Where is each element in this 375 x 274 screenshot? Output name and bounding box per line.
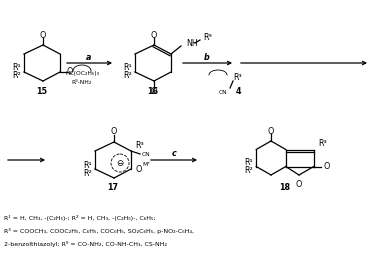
Text: R³: R³ (233, 73, 242, 82)
Text: R¹: R¹ (244, 158, 253, 167)
Text: b: b (204, 53, 210, 61)
Text: 15: 15 (36, 87, 48, 96)
Text: ⊖: ⊖ (116, 158, 124, 167)
Text: O: O (151, 30, 157, 39)
Text: R³ = COOCH₃, COOC₂H₅, C₆H₅, COC₆H₅, SO₂C₆H₅, p-NO₂-C₆H₄,: R³ = COOCH₃, COOC₂H₅, C₆H₅, COC₆H₅, SO₂C… (4, 228, 194, 234)
Text: O: O (296, 180, 302, 189)
Text: R²: R² (12, 72, 21, 81)
Text: R²: R² (244, 166, 253, 175)
Text: O: O (40, 30, 46, 39)
Text: R¹: R¹ (123, 64, 132, 73)
Text: 16: 16 (147, 87, 159, 96)
Text: R²: R² (83, 169, 92, 178)
Text: R⁹-NH₂: R⁹-NH₂ (72, 81, 92, 85)
Text: R¹ = H, CH₃, -(C₂H₅)-; R² = H, CH₃, -(C₂H₅)-, C₆H₅;: R¹ = H, CH₃, -(C₂H₅)-; R² = H, CH₃, -(C₂… (4, 215, 156, 221)
Text: 18: 18 (279, 184, 291, 193)
Text: CN: CN (142, 153, 151, 158)
Text: R¹: R¹ (83, 161, 92, 170)
Text: NH: NH (186, 39, 198, 48)
Text: R³: R³ (318, 139, 327, 148)
Text: 17: 17 (108, 184, 118, 193)
Text: R³: R³ (135, 141, 144, 150)
Text: c: c (172, 150, 176, 158)
Text: O: O (67, 67, 73, 76)
Text: 4: 4 (236, 87, 242, 96)
Text: O: O (268, 127, 274, 136)
Text: CN: CN (218, 90, 227, 95)
Text: a: a (86, 53, 92, 61)
Text: M⁺: M⁺ (142, 161, 150, 167)
Text: O: O (111, 127, 117, 136)
Text: O: O (324, 162, 330, 171)
Text: R²: R² (123, 72, 132, 81)
Text: O: O (151, 87, 157, 96)
Text: O: O (135, 165, 141, 175)
Text: R⁹: R⁹ (203, 33, 212, 41)
Text: 2-benzolthiazolyl; R⁹ = CO-NH₂, CO-NH-CH₃, CS-NH₂: 2-benzolthiazolyl; R⁹ = CO-NH₂, CO-NH-CH… (4, 241, 167, 247)
Text: HC(OC₂H₅)₃: HC(OC₂H₅)₃ (65, 72, 99, 76)
Text: R¹: R¹ (12, 64, 21, 73)
